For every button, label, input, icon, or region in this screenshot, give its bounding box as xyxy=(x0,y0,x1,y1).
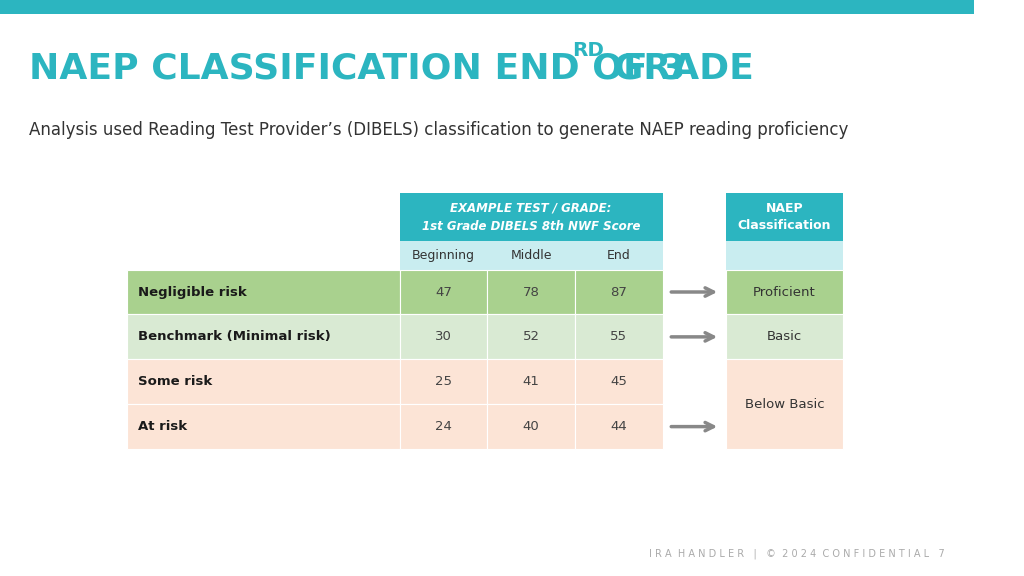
Text: At risk: At risk xyxy=(138,420,187,433)
FancyBboxPatch shape xyxy=(487,404,574,449)
Text: RD: RD xyxy=(572,41,604,60)
Text: Middle: Middle xyxy=(510,249,552,262)
FancyBboxPatch shape xyxy=(574,359,663,404)
FancyBboxPatch shape xyxy=(726,314,843,359)
FancyBboxPatch shape xyxy=(399,404,487,449)
FancyBboxPatch shape xyxy=(127,270,399,314)
Text: EXAMPLE TEST / GRADE:
1st Grade DIBELS 8th NWF Score: EXAMPLE TEST / GRADE: 1st Grade DIBELS 8… xyxy=(422,202,640,233)
Text: 41: 41 xyxy=(522,375,540,388)
FancyBboxPatch shape xyxy=(127,314,399,359)
Text: 24: 24 xyxy=(435,420,452,433)
FancyBboxPatch shape xyxy=(726,241,843,270)
Text: Negligible risk: Negligible risk xyxy=(138,286,247,298)
Text: GRADE: GRADE xyxy=(601,52,754,86)
Text: I R A  H A N D L E R   |   ©  2 0 2 4  C O N F I D E N T I A L   7: I R A H A N D L E R | © 2 0 2 4 C O N F … xyxy=(649,548,945,559)
FancyBboxPatch shape xyxy=(399,193,663,241)
Text: Some risk: Some risk xyxy=(138,375,213,388)
FancyBboxPatch shape xyxy=(574,270,663,314)
FancyBboxPatch shape xyxy=(487,314,574,359)
Text: Analysis used Reading Test Provider’s (DIBELS) classification to generate NAEP r: Analysis used Reading Test Provider’s (D… xyxy=(30,121,849,139)
FancyBboxPatch shape xyxy=(399,314,487,359)
FancyBboxPatch shape xyxy=(487,359,574,404)
FancyBboxPatch shape xyxy=(574,404,663,449)
Text: Proficient: Proficient xyxy=(753,286,816,298)
Text: 87: 87 xyxy=(610,286,627,298)
FancyBboxPatch shape xyxy=(0,0,975,14)
Text: 47: 47 xyxy=(435,286,452,298)
FancyBboxPatch shape xyxy=(726,270,843,314)
FancyBboxPatch shape xyxy=(726,359,843,449)
Text: Below Basic: Below Basic xyxy=(744,397,824,411)
Text: Basic: Basic xyxy=(767,331,802,343)
Text: 44: 44 xyxy=(610,420,627,433)
Text: Benchmark (Minimal risk): Benchmark (Minimal risk) xyxy=(138,331,331,343)
FancyBboxPatch shape xyxy=(399,270,487,314)
Text: End: End xyxy=(607,249,631,262)
Text: 30: 30 xyxy=(435,331,452,343)
FancyBboxPatch shape xyxy=(399,359,487,404)
FancyBboxPatch shape xyxy=(127,359,399,404)
Text: Beginning: Beginning xyxy=(412,249,475,262)
Text: NAEP CLASSIFICATION END OF 3: NAEP CLASSIFICATION END OF 3 xyxy=(30,52,686,86)
Text: 45: 45 xyxy=(610,375,627,388)
FancyBboxPatch shape xyxy=(487,270,574,314)
FancyBboxPatch shape xyxy=(399,241,663,270)
Text: 78: 78 xyxy=(522,286,540,298)
FancyBboxPatch shape xyxy=(726,193,843,241)
Text: 52: 52 xyxy=(522,331,540,343)
FancyBboxPatch shape xyxy=(574,314,663,359)
Text: 55: 55 xyxy=(610,331,628,343)
Text: NAEP
Classification: NAEP Classification xyxy=(737,202,831,232)
FancyBboxPatch shape xyxy=(127,404,399,449)
Text: 40: 40 xyxy=(522,420,540,433)
Text: 25: 25 xyxy=(435,375,452,388)
